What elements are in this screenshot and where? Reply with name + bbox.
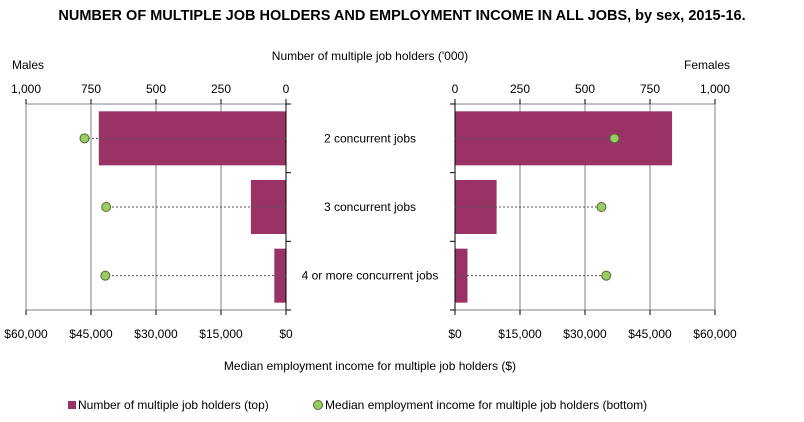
right-count-tick-label: 0: [452, 82, 459, 96]
left-count-tick-label: 0: [283, 82, 290, 96]
bottom-axis-label: Median employment income for multiple jo…: [224, 359, 516, 373]
right-income-tick-label: $30,000: [563, 327, 607, 341]
legend-swatch-bars: [68, 401, 76, 409]
right-income-tick-label: $0: [448, 327, 462, 341]
right-bar-3: [455, 248, 468, 303]
right-point-3: [601, 270, 612, 281]
left-income-tick-label: $45,000: [69, 327, 113, 341]
point-layer: [79, 133, 620, 281]
legend: Number of multiple job holders (top) Medi…: [68, 398, 647, 412]
left-income-tick-label: $30,000: [134, 327, 178, 341]
chart-title: NUMBER OF MULTIPLE JOB HOLDERS AND EMPLO…: [58, 8, 746, 24]
left-count-tick-label: 1,000: [11, 82, 41, 96]
left-income-tick-label: $0: [279, 327, 293, 341]
left-count-tick-label: 750: [81, 82, 101, 96]
left-count-tick-label: 500: [146, 82, 166, 96]
right-point-2: [596, 202, 607, 212]
category-label-1: 2 concurrent jobs: [324, 131, 416, 145]
right-panel-label: Females: [684, 58, 730, 72]
right-count-tick-label: 250: [510, 82, 530, 96]
left-income-tick-label: $15,000: [199, 327, 243, 341]
legend-label-points: Median employment income for multiple jo…: [325, 398, 647, 412]
left-count-tick-label: 250: [211, 82, 231, 96]
top-axis-label: Number of multiple job holders ('000): [272, 49, 468, 63]
right-income-tick-label: $45,000: [628, 327, 672, 341]
left-point-1: [79, 133, 90, 144]
left-point-3: [100, 270, 111, 281]
right-point-1: [609, 133, 620, 144]
left-point-2: [101, 202, 112, 212]
legend-label-bars: Number of multiple job holders (top): [78, 398, 269, 412]
category-label-3: 4 or more concurrent jobs: [302, 269, 439, 283]
right-count-tick-label: 750: [640, 82, 660, 96]
left-panel-label: Males: [12, 58, 44, 72]
right-income-tick-label: $15,000: [498, 327, 542, 341]
right-count-tick-label: 500: [575, 82, 595, 96]
legend-swatch-points: [313, 400, 323, 410]
right-count-tick-label: 1,000: [700, 82, 730, 96]
text-layer: Number of multiple job holders ('000) Ma…: [4, 49, 737, 373]
right-income-tick-label: $60,000: [693, 327, 737, 341]
left-income-tick-label: $60,000: [4, 327, 48, 341]
category-label-2: 3 concurrent jobs: [324, 200, 416, 214]
